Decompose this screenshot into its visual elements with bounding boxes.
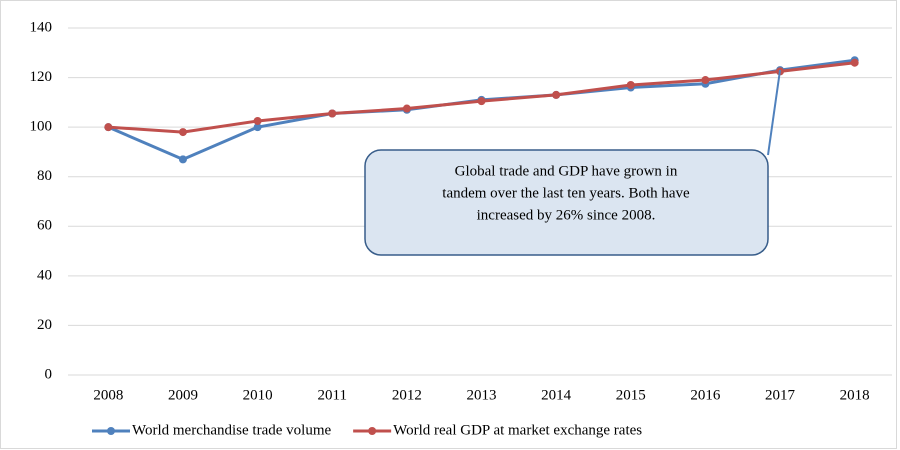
y-tick-label: 100 xyxy=(30,119,53,135)
y-tick-label: 80 xyxy=(37,168,52,184)
x-tick-label: 2008 xyxy=(93,387,123,403)
legend-label: World merchandise trade volume xyxy=(132,422,331,438)
legend-label: World real GDP at market exchange rates xyxy=(393,422,642,438)
x-tick-label: 2016 xyxy=(690,387,721,403)
annotation-text: Global trade and GDP have grown in xyxy=(455,163,678,179)
y-tick-label: 40 xyxy=(37,267,52,283)
point xyxy=(104,123,113,132)
y-tick-label: 120 xyxy=(30,69,53,85)
legend-marker xyxy=(107,427,115,435)
y-tick-label: 0 xyxy=(45,366,53,382)
y-tick-label: 20 xyxy=(37,317,52,333)
annotation-text: tandem over the last ten years. Both hav… xyxy=(442,185,690,201)
callout-pointer xyxy=(767,69,782,156)
point xyxy=(701,76,710,85)
x-tick-label: 2015 xyxy=(616,387,646,403)
point xyxy=(552,90,561,99)
x-tick-label: 2011 xyxy=(318,387,347,403)
x-tick-label: 2012 xyxy=(392,387,422,403)
point xyxy=(328,109,337,118)
point xyxy=(626,81,635,90)
point xyxy=(253,123,262,132)
point xyxy=(850,58,859,67)
x-tick-label: 2010 xyxy=(243,387,273,403)
y-tick-label: 60 xyxy=(37,218,52,234)
x-tick-label: 2018 xyxy=(840,387,870,403)
point xyxy=(402,104,411,113)
x-tick-label: 2014 xyxy=(541,387,572,403)
x-tick-label: 2009 xyxy=(168,387,198,403)
point xyxy=(477,97,486,106)
legend-marker xyxy=(368,427,377,435)
point xyxy=(178,128,187,137)
x-tick-label: 2013 xyxy=(467,387,497,403)
callout-box xyxy=(364,149,769,256)
y-tick-label: 140 xyxy=(30,19,53,35)
x-tick-label: 2017 xyxy=(765,387,796,403)
point xyxy=(178,155,187,164)
point xyxy=(253,116,262,125)
annotation-text: increased by 26% since 2008. xyxy=(477,207,656,223)
